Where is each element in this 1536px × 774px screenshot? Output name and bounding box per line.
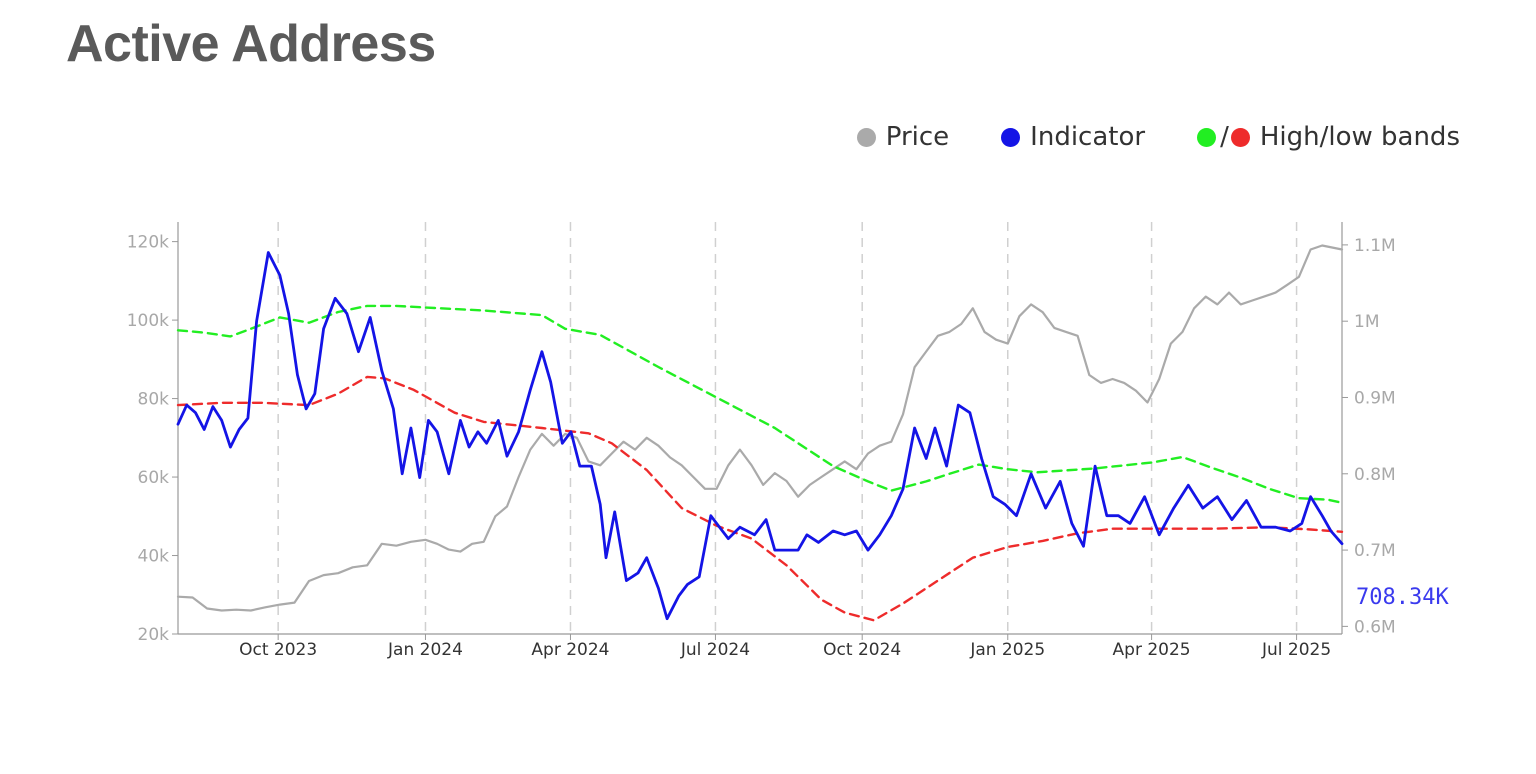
- x-tick-label: Oct 2023: [239, 640, 317, 660]
- x-tick-label: Apr 2024: [531, 640, 609, 660]
- legend-label-price: Price: [885, 122, 950, 152]
- y-right-tick-label: 1.1M: [1354, 236, 1396, 256]
- legend-label-bands: High/low bands: [1259, 122, 1460, 152]
- x-tick-label: Jan 2024: [387, 640, 463, 660]
- y-left-tick-label: 120k: [127, 233, 169, 253]
- x-tick-label: Oct 2024: [823, 640, 901, 660]
- axis-layer: Oct 2023 Jan 2024 Apr 2024 Jul 2024 Oct 2024…: [127, 222, 1396, 660]
- x-tick-label: Apr 2025: [1113, 640, 1191, 660]
- series-layer: [176, 244, 1344, 622]
- y-right-tick-label: 0.6M: [1354, 617, 1396, 637]
- price-dot-icon: [856, 127, 876, 147]
- last-value-label: 708.34K: [1356, 585, 1449, 610]
- label-layer: 708.34K: [1356, 585, 1449, 610]
- x-tick-label: Jul 2024: [680, 640, 750, 660]
- price-series-line: [176, 244, 1344, 612]
- y-left-tick-label: 60k: [138, 468, 170, 488]
- high-band-dot-icon: [1197, 127, 1217, 147]
- y-right-tick-label: 0.9M: [1354, 388, 1396, 408]
- low-band-dot-icon: [1230, 127, 1250, 147]
- chart-legend: Price Indicator / High/low bands: [805, 122, 1460, 152]
- low-band-series-line: [176, 375, 1344, 622]
- grid-layer: [277, 222, 1298, 634]
- y-left-tick-label: 20k: [138, 625, 170, 645]
- y-left-tick-label: 40k: [138, 547, 170, 567]
- legend-item-bands[interactable]: / High/low bands: [1197, 122, 1460, 152]
- high-band-series-line: [176, 304, 1344, 504]
- legend-item-indicator[interactable]: Indicator: [1001, 122, 1145, 152]
- legend-separator: /: [1220, 122, 1229, 152]
- y-right-tick-label: 0.8M: [1354, 465, 1396, 485]
- y-right-tick-label: 1M: [1354, 312, 1379, 332]
- page-title: Active Address: [66, 15, 436, 73]
- y-left-tick-label: 100k: [127, 311, 169, 331]
- x-tick-label: Jul 2025: [1261, 640, 1331, 660]
- legend-item-price[interactable]: Price: [856, 122, 950, 152]
- y-right-tick-label: 0.7M: [1354, 541, 1396, 561]
- legend-label-indicator: Indicator: [1030, 122, 1146, 152]
- indicator-dot-icon: [1001, 127, 1021, 147]
- y-left-tick-label: 80k: [138, 390, 170, 410]
- x-tick-label: Jan 2025: [969, 640, 1045, 660]
- indicator-series-line: [176, 251, 1344, 621]
